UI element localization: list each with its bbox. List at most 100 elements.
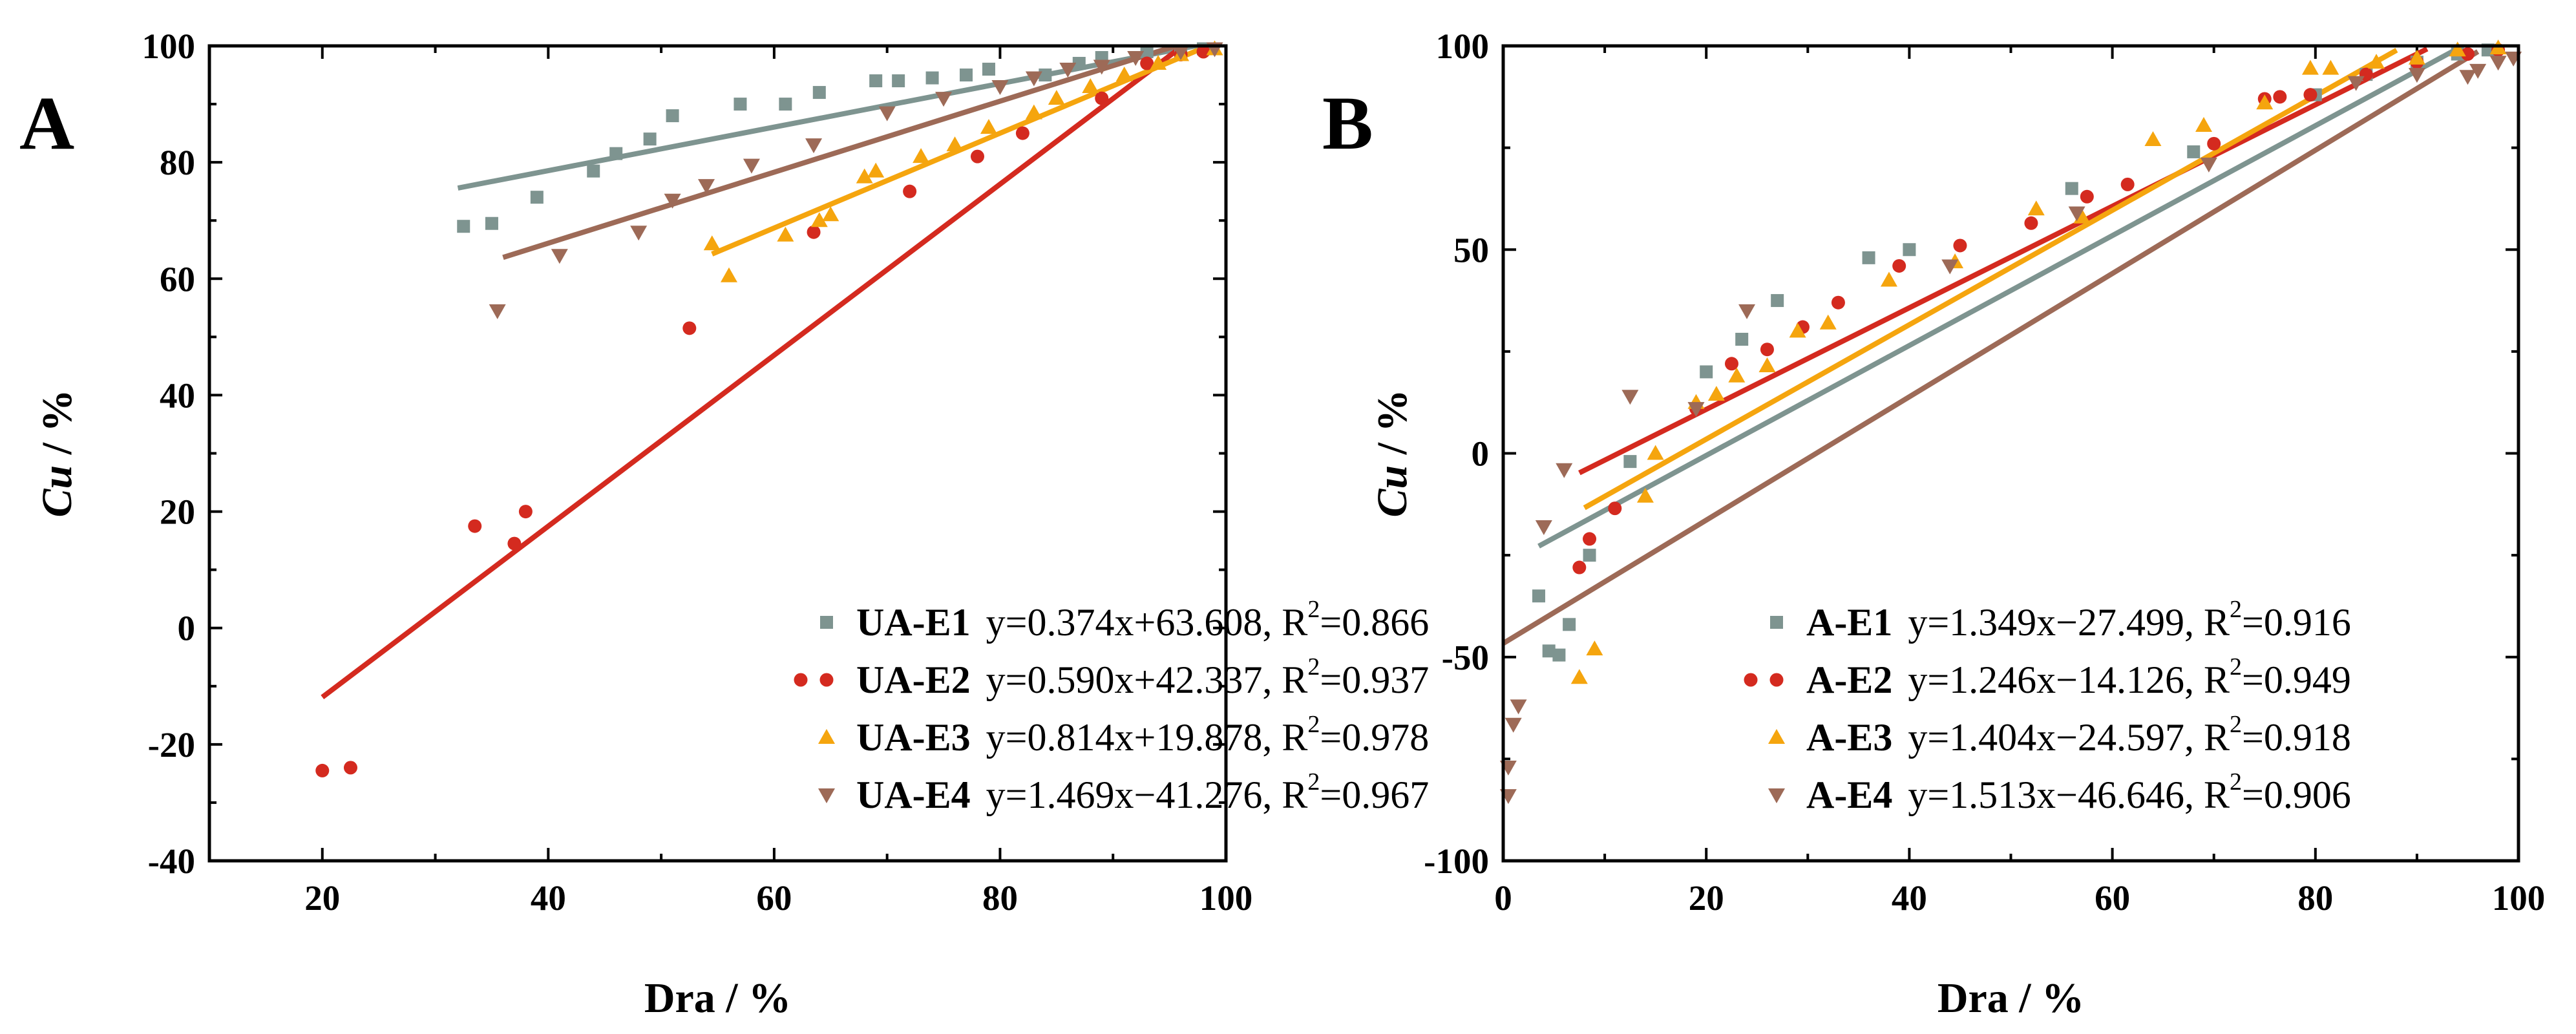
data-point [2256,94,2274,110]
legend: A-E1 y=1.349x−27.499, R2=0.916 A-E2 y=1.246… [1744,596,2351,816]
y-tick-label: 50 [1453,230,1489,269]
y-axis-title: Cu / % [34,389,81,517]
data-point [1093,59,1110,75]
y-axis-title: Cu / % [1369,389,1416,517]
y-axis-title-suffix: / % [34,389,81,465]
y-tick-label: -40 [148,841,195,881]
x-tick-label: 80 [2297,878,2333,918]
data-point [2195,116,2212,132]
data-point [1115,67,1133,82]
data-point [1059,63,1077,78]
data-point [1735,332,1749,346]
legend-series-name: A-E2 [1806,659,1892,701]
data-point [551,249,568,264]
series-a-e3 [1570,39,2507,684]
x-tick-label: 80 [982,878,1018,918]
data-point [903,184,917,198]
legend-entry: A-E1 y=1.349x−27.499, R2=0.916 [1770,596,2351,644]
series-ua-e3 [703,40,1223,282]
data-point [822,206,839,222]
y-axis-title-suffix: / % [1369,389,1416,465]
legend-text: A-E1 y=1.349x−27.499, R2=0.916 [1806,596,2351,644]
data-point [1738,304,1756,319]
data-point [892,74,905,88]
data-point [935,92,953,107]
legend-entry: A-E4 y=1.513x−46.646, R2=0.906 [1768,768,2351,816]
fit-line-a-e1 [1537,46,2459,549]
data-point [1025,104,1042,120]
data-point [2347,76,2365,91]
y-tick-label: 100 [142,26,196,66]
legend-marker [819,673,834,687]
data-point [1542,644,1556,658]
x-tick-label: 60 [756,878,792,918]
data-point [982,63,995,76]
data-point [1771,294,1784,308]
data-point [1647,445,1664,460]
data-point [913,148,930,164]
data-point [1572,560,1587,575]
fit-line-a-e3 [1583,48,2398,511]
data-point [2449,41,2466,57]
data-point [1941,259,1959,275]
data-point [2459,70,2476,85]
data-point [1831,295,1845,310]
data-point [1552,648,1566,662]
legend: UA-E1 y=0.374x+63.608, R2=0.866 UA-E2 y=0.5… [794,596,1429,816]
data-point [518,505,533,519]
legend-marker [1770,616,1783,629]
y-tick-label: 0 [1472,434,1490,474]
y-tick-label: -20 [148,725,195,765]
x-tick-label: 100 [1199,878,1253,918]
data-point [1583,532,1597,546]
x-axis-title: Dra / % [644,975,791,1022]
data-point [664,193,681,209]
legend-entry: A-E2 y=1.246x−14.126, R2=0.949 [1744,653,2351,701]
fit-lines [1503,46,2480,646]
legend-text: A-E2 y=1.246x−14.126, R2=0.949 [1806,653,2351,701]
data-point [991,80,1009,96]
data-point [2024,216,2038,230]
legend-marker [818,788,835,803]
data-point [343,761,357,775]
legend-entry: UA-E1 y=0.374x+63.608, R2=0.866 [820,596,1429,644]
x-tick-label: 40 [1892,878,1927,918]
data-point [2200,157,2217,173]
y-tick-label: 40 [160,375,195,415]
legend-entry: UA-E3 y=0.814x+19.878, R2=0.978 [818,711,1429,759]
series-ua-e2 [315,45,1210,777]
data-point [2027,200,2045,216]
data-point [1039,69,1052,82]
legend-superscript: 2 [2230,768,2242,796]
data-point [1570,669,1588,684]
data-point [805,138,823,154]
data-point [1819,314,1837,330]
legend-entry: UA-E4 y=1.469x−41.276, R2=0.967 [818,768,1429,816]
data-point [1760,343,1774,357]
legend-text: UA-E2 y=0.590x+42.337, R2=0.937 [856,653,1429,701]
data-point [1048,90,1065,105]
data-point [2187,145,2201,158]
data-point [1172,45,1190,61]
data-point [1586,640,1603,656]
data-point [1687,402,1705,417]
data-point [666,109,679,123]
data-point [1504,717,1522,733]
legend-entry: A-E3 y=1.404x−24.597, R2=0.918 [1768,711,2351,759]
data-point [1082,78,1099,94]
data-point [1880,271,1897,287]
data-point [812,86,826,100]
data-point [720,267,737,282]
data-point [1556,463,1573,478]
legend-superscript: 2 [1307,711,1320,738]
x-tick-label: 100 [2492,878,2546,918]
data-point [946,136,964,152]
legend-marker [820,616,833,629]
fit-lines [321,46,1215,700]
data-point [1953,238,1967,253]
data-point [2408,49,2425,65]
legend-series-name: UA-E2 [856,659,971,701]
fit-line-a-e2 [1578,47,2429,476]
data-point [530,191,544,204]
data-point [1563,618,1576,631]
